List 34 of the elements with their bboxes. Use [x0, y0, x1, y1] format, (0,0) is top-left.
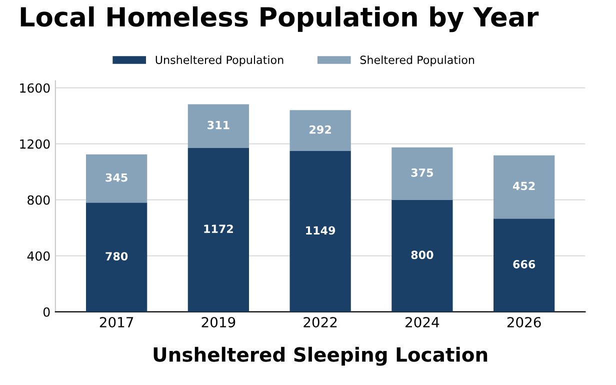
- bar: [392, 147, 453, 200]
- data-label: 311: [208, 120, 230, 130]
- bar: [86, 202, 148, 312]
- bar: [494, 218, 555, 312]
- bar: [188, 148, 250, 312]
- x-tick-label: 2017: [100, 316, 134, 328]
- legend-label: Sheltered Population: [360, 55, 474, 66]
- x-axis-title: Unsheltered Sleeping Location: [154, 346, 488, 366]
- data-label: 780: [106, 252, 128, 260]
- data-label: 1172: [204, 224, 233, 233]
- data-label: 1149: [306, 226, 336, 235]
- data-label: 375: [411, 168, 434, 177]
- bar: [392, 200, 453, 312]
- data-label: 666: [513, 260, 536, 268]
- bar: [188, 104, 250, 148]
- x-tick-label: 2026: [507, 316, 541, 328]
- legend-label: Unsheltered Population: [156, 55, 284, 66]
- data-label: 452: [512, 182, 535, 190]
- y-tick-label: 800: [28, 195, 50, 205]
- y-tick-label: 1600: [20, 83, 50, 93]
- bar: [86, 154, 148, 203]
- data-label: 345: [106, 173, 128, 182]
- x-tick-label: 2022: [304, 316, 337, 328]
- x-tick-label: 2019: [202, 316, 236, 328]
- bar: [290, 150, 351, 312]
- y-tick-label: 0: [43, 307, 50, 317]
- bar: [290, 110, 351, 151]
- y-tick-label: 400: [27, 251, 50, 261]
- x-tick-label: 2024: [406, 316, 440, 328]
- bar: [494, 155, 555, 219]
- data-label: 292: [310, 125, 331, 134]
- y-tick-label: 1200: [20, 139, 50, 149]
- data-label: 800: [411, 250, 434, 260]
- chart-title: Local Homeless Population by Year: [20, 6, 539, 32]
